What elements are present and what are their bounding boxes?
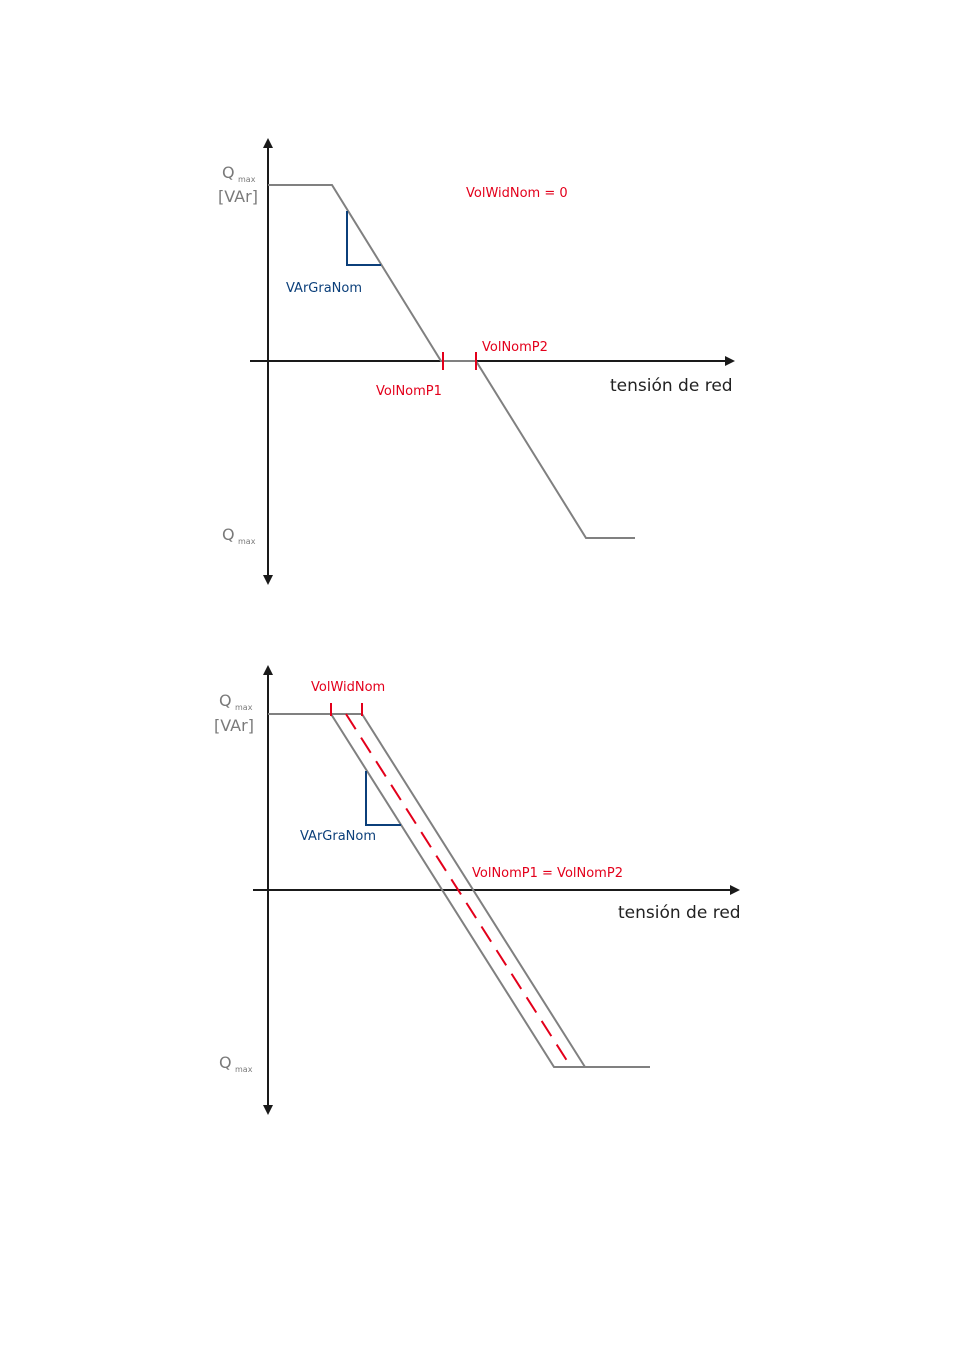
gradient-label-top: VArGraNom (286, 281, 362, 296)
y-label-qmax-sub-top: max (238, 175, 256, 184)
label-volnomp1-equals-p2: VolNomP1 = VolNomP2 (472, 866, 623, 881)
y-label-qmax-bottom-top: Q (222, 525, 235, 544)
label-volnomp2-top: VolNomP2 (482, 340, 548, 355)
diagram-bottom: Q max [VAr] Q max tensión de red VolWidN… (214, 665, 741, 1115)
y-label-qmax-sub-bottomchart: max (235, 703, 253, 712)
x-axis-label-top: tensión de red (610, 376, 733, 396)
y-label-qmax-top: Q (222, 163, 235, 182)
characteristic-band-left (268, 713, 650, 1068)
diagram-top: Q max [VAr] Q max tensión de red VolWidN… (218, 138, 735, 585)
gradient-triangle-bottom (365, 771, 401, 826)
label-volwidnom: VolWidNom (311, 680, 385, 695)
characteristic-curve-top (268, 184, 635, 539)
y-unit-bottomchart: [VAr] (214, 716, 254, 735)
y-label-qmax-bottom-sub-top: max (238, 537, 256, 546)
annotation-volwidnom-zero: VolWidNom = 0 (466, 186, 568, 201)
label-volnomp1-top: VolNomP1 (376, 384, 442, 399)
y-label-qmax-lower-sub-bottomchart: max (235, 1065, 253, 1074)
y-label-qmax-lower-bottomchart: Q (219, 1053, 232, 1072)
gradient-triangle-top (346, 211, 381, 266)
y-unit-top: [VAr] (218, 187, 258, 206)
y-label-qmax-bottomchart: Q (219, 691, 232, 710)
center-dashed-line (345, 713, 572, 1068)
x-axis-label-bottom: tensión de red (618, 903, 741, 923)
gradient-label-bottom: VArGraNom (300, 829, 376, 844)
